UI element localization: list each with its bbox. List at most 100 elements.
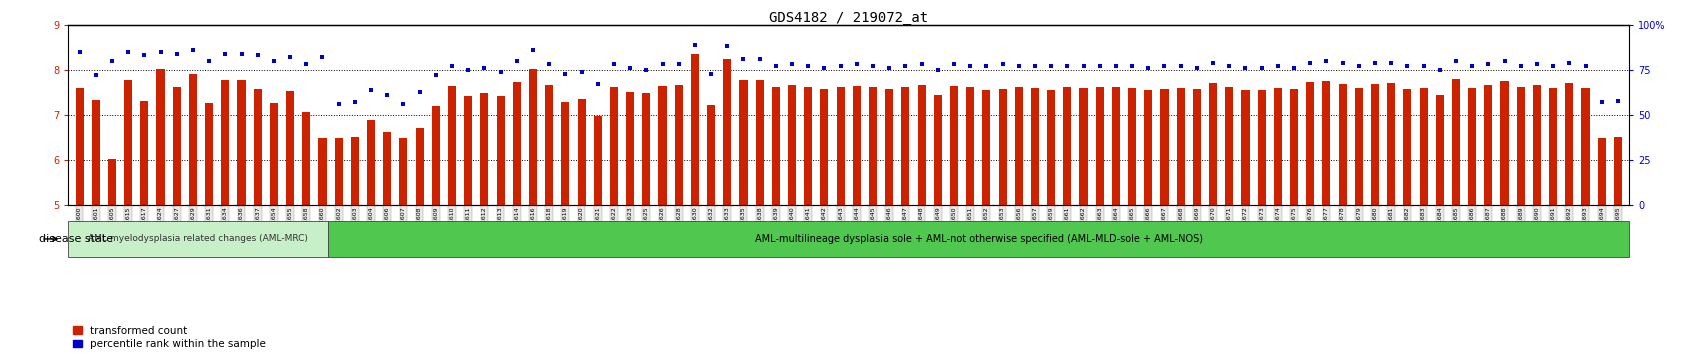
Point	[730, 56, 757, 62]
Point	[1603, 98, 1630, 103]
Bar	[933, 95, 941, 205]
Point	[875, 65, 902, 71]
Point	[745, 56, 772, 62]
Point	[762, 63, 789, 69]
Bar	[803, 87, 812, 205]
Point	[147, 49, 174, 55]
Point	[228, 51, 256, 57]
Point	[1570, 63, 1598, 69]
Bar	[1289, 89, 1298, 205]
Point	[486, 69, 513, 75]
Bar	[673, 85, 682, 205]
Bar	[327, 221, 1628, 257]
Point	[1037, 63, 1064, 69]
Bar	[1354, 88, 1362, 205]
Bar	[1371, 84, 1378, 205]
Bar	[1176, 87, 1183, 205]
Bar	[997, 89, 1006, 205]
Point	[939, 62, 967, 67]
Bar	[1468, 88, 1475, 205]
Bar	[464, 96, 472, 205]
Bar	[189, 74, 196, 205]
Bar	[496, 96, 505, 205]
Bar	[1516, 87, 1524, 205]
Point	[616, 65, 643, 71]
Bar	[1386, 82, 1395, 205]
Bar	[1030, 87, 1038, 205]
Point	[438, 63, 465, 69]
Point	[1118, 63, 1146, 69]
Text: AML-myelodysplasia related changes (AML-MRC): AML-myelodysplasia related changes (AML-…	[89, 234, 309, 244]
Bar	[1112, 87, 1118, 205]
Point	[568, 69, 595, 75]
Point	[924, 67, 951, 73]
Point	[1490, 58, 1517, 64]
Legend: transformed count, percentile rank within the sample: transformed count, percentile rank withi…	[73, 326, 266, 349]
Bar	[950, 86, 958, 205]
Bar	[1548, 87, 1557, 205]
Point	[1086, 63, 1113, 69]
Point	[1069, 63, 1096, 69]
Point	[276, 55, 303, 60]
Point	[777, 62, 805, 67]
Point	[196, 58, 223, 64]
Point	[600, 62, 627, 67]
Bar	[900, 87, 909, 205]
Point	[1587, 99, 1615, 105]
Point	[957, 63, 984, 69]
Bar	[1257, 90, 1265, 205]
Bar	[1419, 88, 1427, 205]
Point	[551, 71, 578, 76]
Point	[907, 62, 934, 67]
Point	[892, 63, 919, 69]
Point	[309, 55, 336, 60]
Point	[1361, 60, 1388, 65]
Bar	[1483, 85, 1492, 205]
Bar	[641, 93, 650, 205]
Point	[1523, 62, 1550, 67]
Bar	[1209, 82, 1216, 205]
Point	[1231, 65, 1258, 71]
Point	[1216, 63, 1243, 69]
Point	[421, 73, 448, 78]
Text: disease state: disease state	[39, 234, 113, 244]
Bar	[755, 80, 764, 205]
Bar	[852, 86, 861, 205]
Bar	[917, 85, 926, 205]
Point	[1393, 63, 1420, 69]
Point	[131, 53, 159, 58]
Point	[293, 62, 321, 67]
Bar	[75, 87, 84, 205]
Bar	[431, 106, 440, 205]
Bar	[835, 87, 844, 205]
Bar	[68, 221, 327, 257]
Point	[1248, 65, 1275, 71]
Point	[244, 53, 271, 58]
Point	[518, 47, 546, 53]
Bar	[334, 138, 343, 205]
Point	[341, 99, 368, 105]
Bar	[885, 89, 893, 205]
Point	[1538, 63, 1565, 69]
Point	[1555, 60, 1582, 65]
Point	[859, 63, 887, 69]
Point	[1441, 58, 1468, 64]
Point	[1344, 63, 1371, 69]
Point	[1280, 65, 1308, 71]
Point	[1408, 63, 1436, 69]
Bar	[157, 69, 164, 205]
Bar	[254, 89, 261, 205]
Bar	[399, 138, 407, 205]
Point	[211, 51, 239, 57]
Point	[1004, 63, 1032, 69]
Bar	[1613, 137, 1621, 205]
Point	[1376, 60, 1403, 65]
Point	[713, 44, 740, 49]
Bar	[1533, 85, 1540, 205]
Bar	[302, 112, 310, 205]
Bar	[269, 103, 278, 205]
Bar	[237, 80, 246, 205]
Point	[1054, 63, 1081, 69]
Bar	[1565, 82, 1572, 205]
Bar	[561, 102, 569, 205]
